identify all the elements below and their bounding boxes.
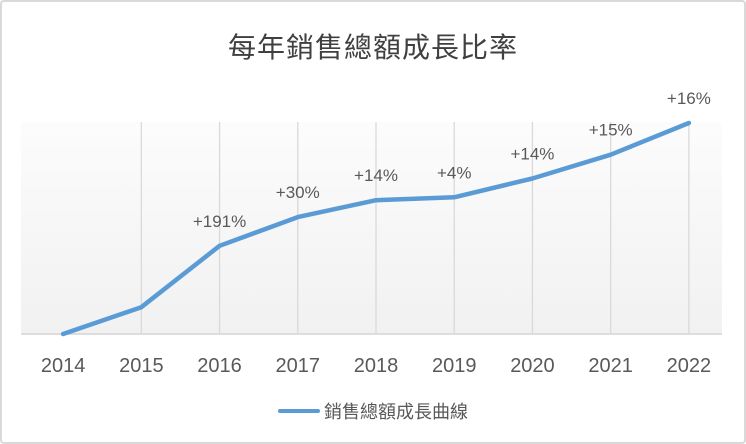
legend-line-swatch	[278, 409, 320, 413]
chart-title: 每年銷售總額成長比率	[227, 32, 518, 63]
x-axis-label: 2016	[197, 355, 242, 377]
x-axis-label: 2015	[119, 355, 164, 377]
data-label: +191%	[193, 212, 246, 231]
series-line	[60, 120, 692, 337]
x-axis-label: 2020	[510, 355, 555, 377]
legend-label: 銷售總額成長曲線	[324, 402, 468, 422]
data-label: +30%	[276, 183, 320, 202]
x-axis-label: 2021	[588, 355, 633, 377]
data-label: +14%	[354, 166, 398, 185]
data-label: +16%	[667, 89, 711, 108]
legend: 銷售總額成長曲線	[0, 400, 746, 422]
x-axis-label: 2018	[354, 355, 399, 377]
x-axis-label: 2019	[432, 355, 477, 377]
x-axis-label: 2017	[276, 355, 321, 377]
data-label: +15%	[589, 121, 633, 140]
data-label: +4%	[437, 163, 472, 182]
x-axis-label: 2022	[667, 355, 712, 377]
data-label: +14%	[510, 144, 554, 163]
x-axis-label: 2014	[41, 355, 86, 377]
